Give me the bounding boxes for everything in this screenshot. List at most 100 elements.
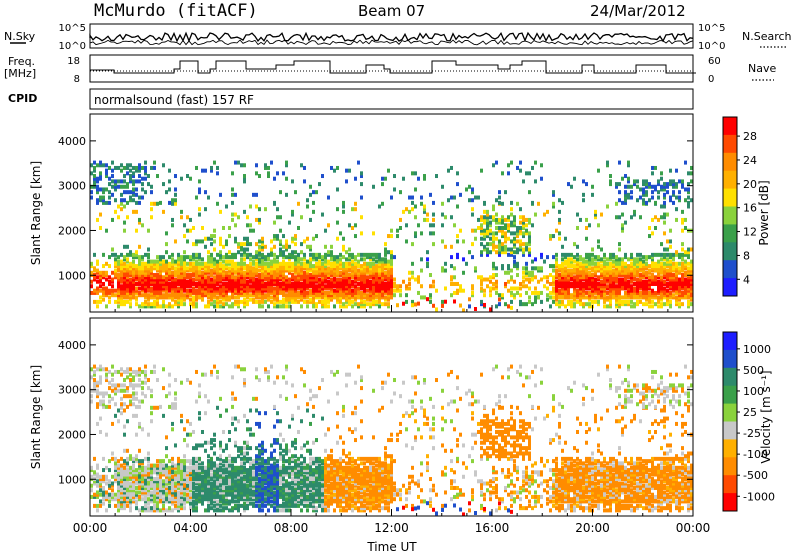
power-cell xyxy=(222,282,225,286)
power-cell xyxy=(162,210,165,214)
power-cell xyxy=(192,295,195,299)
velocity-cell xyxy=(135,506,138,510)
power-cell xyxy=(183,223,186,227)
power-cell xyxy=(228,226,231,230)
power-cell xyxy=(522,280,525,284)
power-cell xyxy=(288,245,291,249)
power-cell xyxy=(687,171,690,175)
velocity-cell xyxy=(198,411,201,415)
power-cell xyxy=(489,242,492,246)
power-cell xyxy=(204,169,207,173)
velocity-cell xyxy=(126,367,129,371)
power-cell xyxy=(171,202,174,206)
power-cell xyxy=(489,250,492,254)
velocity-cell xyxy=(186,493,189,497)
power-cell xyxy=(120,198,123,202)
power-cell xyxy=(684,250,687,254)
velocity-cell xyxy=(102,490,105,494)
power-cell xyxy=(660,253,663,257)
power-cell xyxy=(558,264,561,268)
power-cell xyxy=(105,187,108,191)
power-cell xyxy=(498,218,501,222)
power-cell xyxy=(507,304,510,308)
power-cell xyxy=(537,280,540,284)
velocity-cell xyxy=(111,365,114,369)
power-cell xyxy=(423,218,426,222)
power-cell xyxy=(123,190,126,194)
velocity-cell xyxy=(120,457,123,461)
velocity-cell xyxy=(189,459,192,463)
power-cell xyxy=(351,280,354,284)
power-cell xyxy=(381,257,384,261)
power-cell xyxy=(102,271,105,275)
power-cell xyxy=(141,182,144,186)
velocity-cell xyxy=(168,405,171,409)
power-cell xyxy=(630,185,633,189)
power-cell xyxy=(279,304,282,308)
power-cell xyxy=(681,273,684,277)
power-cell xyxy=(426,297,429,301)
power-cell xyxy=(636,253,639,257)
power-cell xyxy=(420,257,423,261)
power-cell xyxy=(153,202,156,206)
power-cell xyxy=(150,207,153,211)
power-cell xyxy=(627,161,630,165)
power-cell xyxy=(357,260,360,264)
velocity-cell xyxy=(195,443,198,447)
power-cell xyxy=(390,250,393,254)
power-cell xyxy=(531,271,534,275)
power-cell xyxy=(174,174,177,178)
velocity-cell xyxy=(207,459,210,463)
power-cell xyxy=(489,286,492,290)
velocity-cell xyxy=(168,486,171,490)
velocity-cell xyxy=(141,381,144,385)
power-cell xyxy=(480,237,483,241)
power-cell xyxy=(651,185,654,189)
power-cell xyxy=(216,295,219,299)
velocity-cell xyxy=(150,389,153,393)
velocity-cell xyxy=(153,464,156,468)
velocity-cell xyxy=(168,506,171,510)
cpid-value: normalsound (fast) 157 RF xyxy=(94,93,254,107)
power-cell xyxy=(387,234,390,238)
power-cell xyxy=(117,185,120,189)
power-cell xyxy=(150,260,153,264)
power-cell xyxy=(288,221,291,225)
power-cell xyxy=(378,253,381,257)
power-cell xyxy=(660,262,663,266)
power-cell xyxy=(405,300,408,304)
velocity-cell xyxy=(132,464,135,468)
power-cell xyxy=(588,271,591,275)
power-cell xyxy=(627,257,630,261)
power-cell xyxy=(525,266,528,270)
power-cell xyxy=(552,202,555,206)
power-cell xyxy=(603,253,606,257)
power-cell xyxy=(495,250,498,254)
power-cell xyxy=(546,298,549,302)
power-cell xyxy=(138,245,141,249)
power-cell xyxy=(606,262,609,266)
velocity-cell xyxy=(183,506,186,510)
power-cell xyxy=(648,255,651,259)
power-cell xyxy=(651,196,654,200)
power-cell xyxy=(663,221,666,225)
power-cell xyxy=(513,286,516,290)
power-cell xyxy=(291,210,294,214)
power-cell xyxy=(219,284,222,288)
power-cell xyxy=(318,278,321,282)
velocity-cell xyxy=(102,367,105,371)
power-cell xyxy=(201,169,204,173)
power-cell xyxy=(474,196,477,200)
power-cell xyxy=(474,229,477,233)
power-cell xyxy=(525,171,528,175)
power-cell xyxy=(441,202,444,206)
power-cell xyxy=(132,179,135,183)
power-cell xyxy=(228,234,231,238)
velocity-cell xyxy=(144,381,147,385)
power-cell xyxy=(522,179,525,183)
power-cell xyxy=(372,231,375,235)
power-cell xyxy=(531,166,534,170)
power-cell xyxy=(540,266,543,270)
velocity-cell xyxy=(135,433,138,437)
velocity-cell xyxy=(114,383,117,387)
